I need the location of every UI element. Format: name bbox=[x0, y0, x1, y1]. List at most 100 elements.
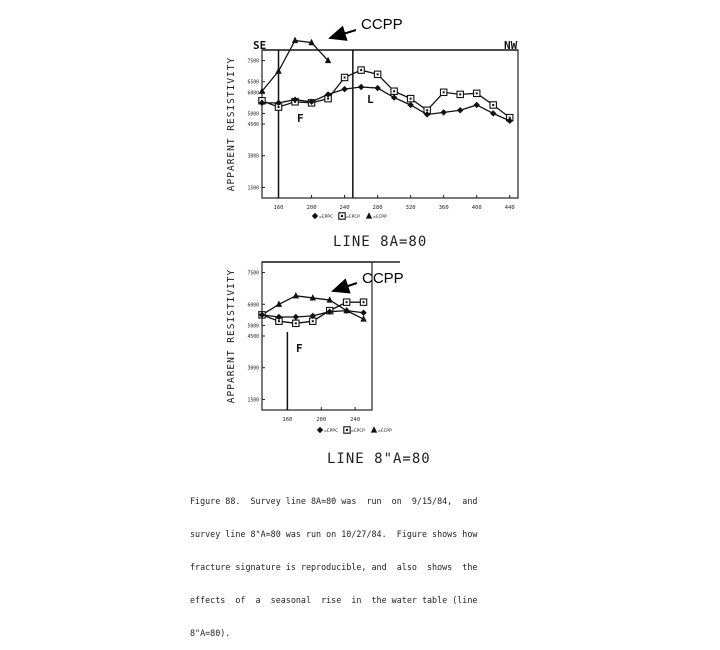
data-point-cpcp-dot bbox=[311, 320, 314, 323]
legend-marker-dot bbox=[341, 215, 343, 217]
caption-line: survey line 8"A=80 was run on 10/27/84. … bbox=[190, 529, 478, 539]
data-point-cpcp-dot bbox=[345, 301, 348, 304]
caption-line: fracture signature is reproducible, and … bbox=[190, 562, 478, 572]
callout-arrow-bottom bbox=[331, 278, 358, 294]
y-tick-label: 5000 bbox=[247, 111, 259, 117]
data-point-cpcp-dot bbox=[393, 90, 396, 93]
y-tick-label: 1500 bbox=[247, 185, 259, 191]
data-point-ccpp bbox=[308, 38, 315, 46]
legend-marker bbox=[311, 212, 319, 220]
legend-marker bbox=[370, 426, 378, 433]
x-tick-label: 320 bbox=[406, 205, 416, 211]
legend-label: =CPPC bbox=[319, 214, 333, 220]
direction-label-nw: NW bbox=[504, 39, 518, 52]
chart-line-8a80: APPARENT RESISTIVITY 1500 3000 4500 5000 6000… bbox=[226, 36, 519, 220]
data-point-cpcp-dot bbox=[277, 106, 280, 109]
x-tick-label: 240 bbox=[340, 205, 350, 211]
y-tick-label: 3000 bbox=[247, 366, 259, 372]
data-point-cpcp-dot bbox=[343, 76, 346, 79]
data-point-ccpp bbox=[324, 56, 332, 64]
series-line-ccpp bbox=[261, 39, 329, 92]
data-point-cppc bbox=[374, 84, 381, 92]
y-tick-label: 3000 bbox=[247, 154, 259, 160]
data-point-cppc bbox=[309, 312, 316, 320]
y-tick-label: 5000 bbox=[247, 323, 259, 329]
data-point-cpcp-dot bbox=[459, 93, 462, 96]
y-axis-label: APPARENT RESISTIVITY bbox=[226, 269, 237, 403]
data-point-cppc bbox=[258, 99, 266, 107]
data-point-cpcp-dot bbox=[442, 91, 445, 94]
x-tick-label: 400 bbox=[472, 205, 482, 211]
figure-canvas: APPARENT RESISTIVITY 1500 3000 4500 5000 6000… bbox=[226, 25, 519, 434]
y-tick-label: 6500 bbox=[247, 80, 259, 86]
data-point-cpcp-dot bbox=[409, 97, 412, 100]
legend-label: =CCPP bbox=[373, 214, 387, 220]
data-point-cppc bbox=[275, 99, 282, 107]
data-point-cpcp-dot bbox=[360, 69, 363, 72]
x-tick-label: 200 bbox=[316, 417, 326, 423]
y-axis-label: APPARENT RESISTIVITY bbox=[226, 57, 237, 191]
data-point-cppc bbox=[440, 109, 447, 116]
data-point-ccpp bbox=[309, 294, 316, 301]
legend-label: =CPPC bbox=[324, 428, 338, 434]
data-point-cppc bbox=[390, 94, 398, 101]
data-point-cppc bbox=[506, 117, 513, 125]
data-point-ccpp bbox=[326, 296, 333, 303]
data-point-cppc bbox=[343, 307, 350, 314]
data-point-ccpp bbox=[291, 36, 299, 44]
data-point-cppc bbox=[341, 85, 348, 93]
x-tick-label: 160 bbox=[274, 205, 284, 211]
data-point-cppc bbox=[326, 308, 333, 315]
marker-label-f: F bbox=[297, 112, 304, 125]
data-point-cppc bbox=[473, 101, 480, 109]
data-point-cppc bbox=[291, 96, 299, 103]
x-tick-label: 160 bbox=[282, 417, 292, 423]
x-tick-label: 200 bbox=[307, 205, 317, 211]
x-tick-label: 280 bbox=[373, 205, 383, 211]
marker-label-l: L bbox=[367, 93, 374, 106]
direction-label-se: SE bbox=[253, 39, 266, 52]
figure-caption: Figure 88. Survey line 8A=80 was run on … bbox=[190, 474, 526, 650]
data-point-cpcp-dot bbox=[362, 301, 365, 304]
legend-label: =CPCP bbox=[351, 428, 365, 434]
x-tick-label: 240 bbox=[350, 417, 360, 423]
caption-line: Figure 88. Survey line 8A=80 was run on … bbox=[190, 496, 478, 506]
data-point-cppc bbox=[490, 110, 497, 117]
data-point-cppc bbox=[308, 98, 315, 105]
legend-marker bbox=[316, 426, 324, 434]
data-point-cppc bbox=[292, 313, 300, 321]
series-line-cppc bbox=[262, 86, 511, 122]
y-tick-label: 6000 bbox=[247, 90, 259, 96]
data-point-cpcp-dot bbox=[277, 320, 280, 323]
data-point-cpcp-dot bbox=[475, 92, 478, 95]
y-tick-label: 1500 bbox=[247, 397, 259, 403]
callout-label-top: CCPP bbox=[361, 16, 403, 33]
data-point-cppc bbox=[360, 309, 367, 316]
y-tick-label: 4500 bbox=[247, 334, 259, 340]
series-line-cpcp bbox=[261, 69, 511, 119]
data-point-cppc bbox=[423, 111, 431, 118]
data-point-ccpp bbox=[360, 315, 367, 322]
legend-label: =CCPP bbox=[378, 428, 392, 434]
data-point-ccpp bbox=[275, 300, 283, 307]
data-point-cppc bbox=[275, 313, 283, 321]
callout-arrows bbox=[328, 25, 358, 294]
marker-label-f: F bbox=[296, 342, 303, 355]
callout-label-bottom: CCPP bbox=[362, 270, 404, 287]
data-point-cpcp-dot bbox=[492, 103, 495, 106]
data-point-cppc bbox=[456, 107, 464, 114]
data-point-cppc bbox=[258, 311, 266, 319]
data-point-cpcp-dot bbox=[327, 97, 330, 100]
legend-marker-dot bbox=[346, 429, 348, 431]
chart-title-bottom: LINE 8"A=80 bbox=[327, 451, 431, 467]
y-tick-label: 4500 bbox=[247, 122, 259, 128]
data-point-ccpp bbox=[275, 67, 282, 74]
y-tick-label: 7500 bbox=[247, 271, 259, 277]
data-point-cppc bbox=[357, 83, 365, 91]
legend-label: =CPCP bbox=[346, 214, 360, 220]
y-tick-label: 7500 bbox=[247, 59, 259, 65]
data-point-ccpp bbox=[292, 292, 300, 299]
legend-marker bbox=[365, 212, 373, 219]
caption-line: 8"A=80). bbox=[190, 628, 231, 638]
data-point-ccpp bbox=[258, 87, 266, 94]
